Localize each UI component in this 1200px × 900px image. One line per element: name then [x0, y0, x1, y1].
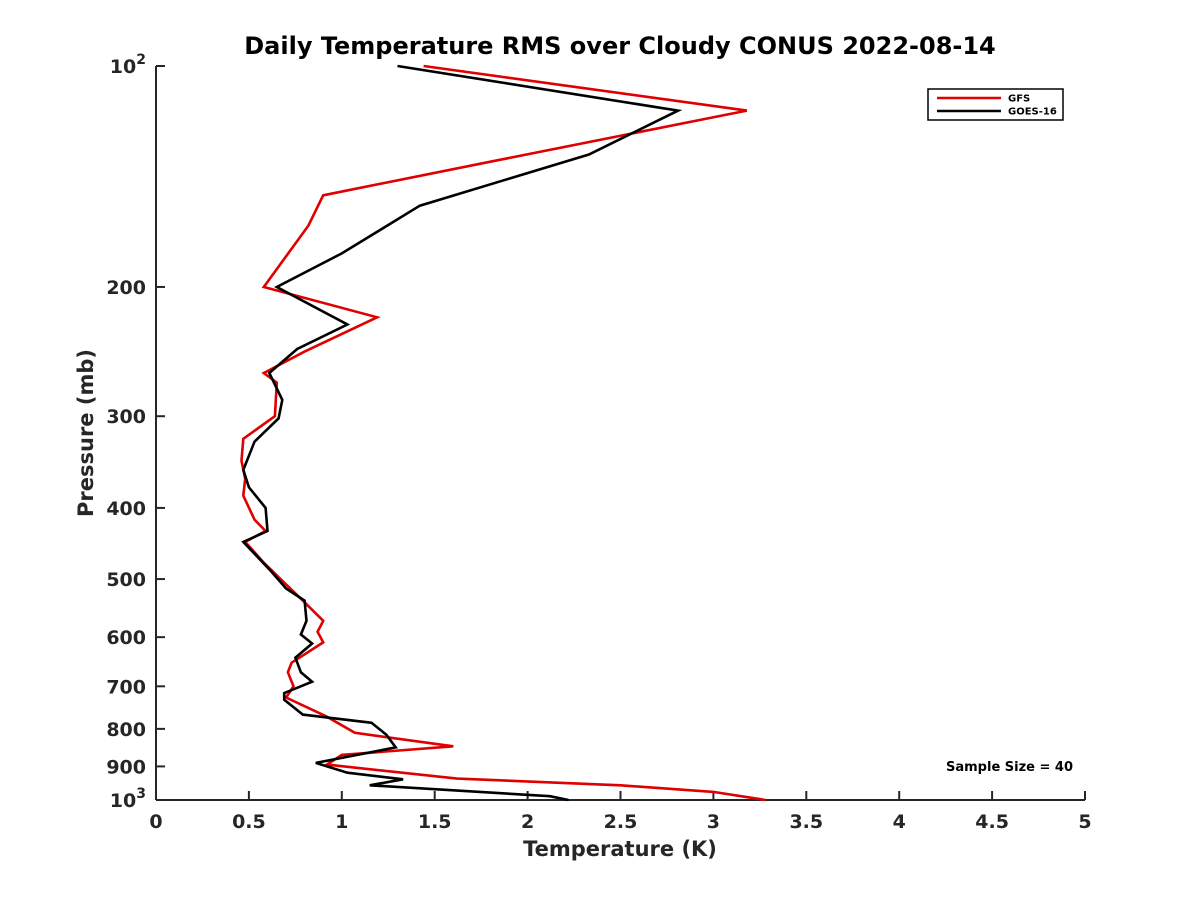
legend-label-goes16: GOES-16 — [1008, 107, 1057, 118]
x-tick-label: 5 — [1078, 811, 1091, 833]
y-tick-label: 200 — [106, 277, 146, 299]
legend-box — [927, 88, 1064, 121]
y-tick-label: 800 — [106, 719, 146, 741]
legend-label-gfs: GFS — [1008, 94, 1030, 105]
y-axis-label: Pressure (mb) — [74, 349, 98, 517]
legend: GFS GOES-16 — [927, 88, 1064, 121]
x-tick-label: 3.5 — [789, 811, 823, 833]
y-tick-label: 700 — [106, 676, 146, 698]
x-tick-label: 1.5 — [418, 811, 452, 833]
x-tick-label: 2.5 — [604, 811, 638, 833]
y-tick-label: 102 — [110, 52, 146, 78]
series-group — [240, 64, 766, 802]
series-line-gfs — [240, 64, 766, 802]
x-tick-label: 0 — [149, 811, 162, 833]
x-axis-label: Temperature (K) — [523, 837, 717, 861]
y-tick-label: 103 — [110, 786, 146, 812]
y-tick-label: 400 — [106, 498, 146, 520]
x-tick-label: 1 — [335, 811, 348, 833]
y-tick-label: 300 — [106, 406, 146, 428]
sample-size-annotation: Sample Size = 40 — [946, 760, 1073, 775]
x-tick-label: 2 — [521, 811, 534, 833]
axes: 0 0.5 1 1.5 2 2.5 3 3.5 4 4.5 5 102 200 300 400 500 600 7… — [106, 52, 1091, 833]
x-tick-label: 0.5 — [232, 811, 266, 833]
y-tick-label: 500 — [106, 569, 146, 591]
x-tick-label: 4.5 — [975, 811, 1009, 833]
x-tick-label: 3 — [707, 811, 720, 833]
series-line-goes16 — [241, 64, 683, 802]
x-tick-label: 4 — [893, 811, 906, 833]
y-tick-label: 900 — [106, 756, 146, 778]
y-tick-label: 600 — [106, 627, 146, 649]
chart-title: Daily Temperature RMS over Cloudy CONUS … — [244, 32, 996, 60]
